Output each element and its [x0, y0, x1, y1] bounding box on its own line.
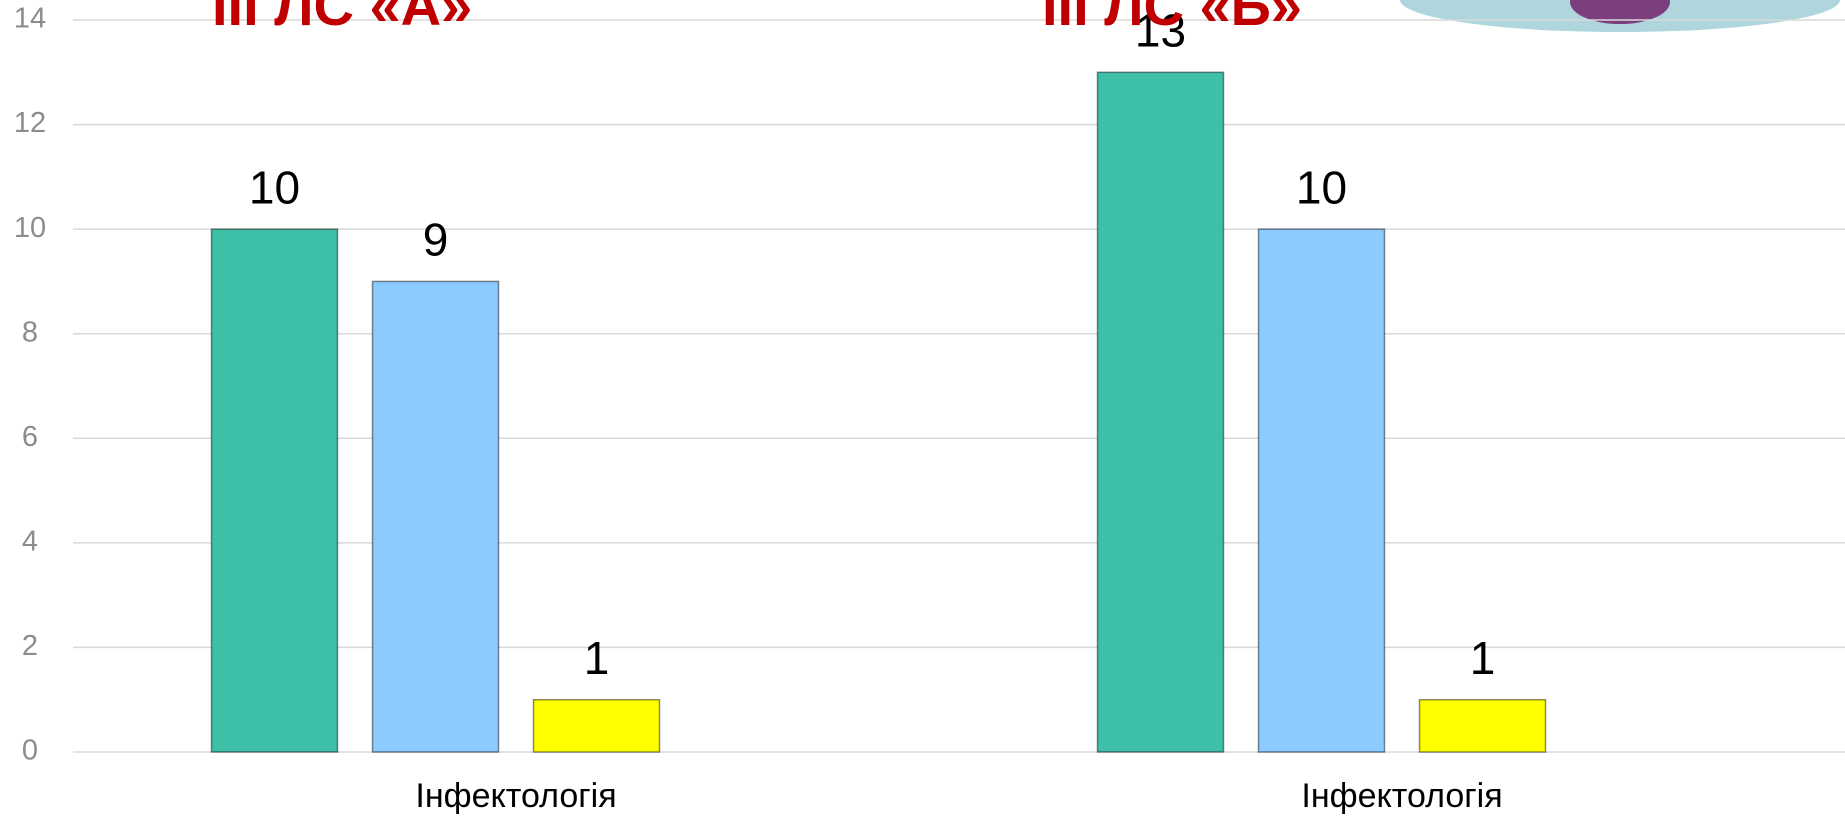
- x-tick-label: Інфектологія: [1301, 777, 1502, 815]
- y-tick-label: 6: [22, 421, 38, 453]
- bar: [1096, 71, 1225, 753]
- x-tick-label: Інфектологія: [415, 777, 616, 815]
- y-tick-label: 8: [22, 316, 38, 348]
- y-tick-label: 12: [14, 107, 46, 139]
- y-tick-label: 10: [14, 212, 46, 244]
- y-tick-label: 2: [22, 630, 38, 662]
- title: III ЛС «Б»: [1042, 0, 1302, 37]
- y-tick-label: 4: [22, 526, 38, 558]
- bar: [1257, 228, 1386, 753]
- data-label: 9: [423, 214, 449, 266]
- bar: [210, 228, 339, 753]
- data-label: 10: [1296, 161, 1347, 213]
- title: III ЛС «А»: [212, 0, 472, 37]
- decorative-figure: [1570, 0, 1670, 24]
- data-label: 1: [1470, 632, 1496, 684]
- bar: [371, 280, 500, 753]
- bar: [1418, 698, 1547, 753]
- y-tick-label: 0: [22, 735, 38, 767]
- y-tick-label: 14: [14, 3, 46, 35]
- data-label: 10: [249, 161, 300, 213]
- data-label: 1: [584, 632, 610, 684]
- bar: [532, 698, 661, 753]
- data-label: 13: [1135, 4, 1186, 56]
